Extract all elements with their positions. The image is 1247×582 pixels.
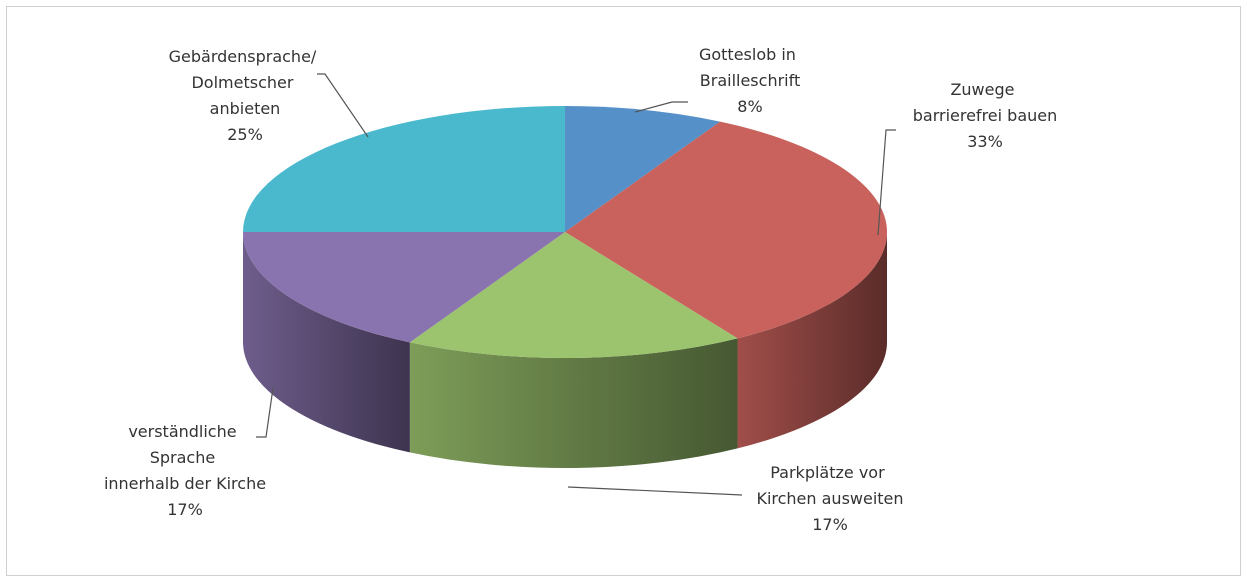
value-label: 25% [227,125,263,144]
value-label: 33% [967,132,1003,151]
pie-side [409,338,738,468]
label-line: verständliche [128,422,241,441]
pie-side [737,232,887,449]
pie-slice [409,232,738,358]
slice-label: verständliche Sprache innerhalb der Kirc… [104,422,266,493]
label-line: anbieten [210,99,281,118]
slice-label: Gotteslob in Brailleschrift [699,45,801,90]
value-label: 8% [737,97,762,116]
pie-slice [565,106,721,232]
pie-slice [565,121,888,339]
pie-slice [243,106,565,232]
label-line: Sprache [150,448,221,467]
label-line: innerhalb der Kirche [104,474,266,493]
label-line: Parkplätze vor [770,463,890,482]
pie-slice [243,232,565,343]
leader-line [317,73,369,138]
value-label: 17% [812,515,848,534]
value-label: 17% [167,500,203,519]
label-line: Dolmetscher [191,73,298,92]
pie-side [243,232,410,453]
leader-line [256,387,274,438]
label-line: Gebärdensprache/ [169,47,322,66]
label-line: Gotteslob in [699,45,801,64]
leader-line [634,101,688,113]
label-line: Brailleschrift [700,71,800,90]
slice-label: Parkplätze vor Kirchen ausweiten [756,463,903,508]
slice-label: Zuwege barrierefrei bauen [913,80,1058,125]
leader-line [877,129,896,236]
leader-line [567,486,743,496]
label-line: Zuwege [950,80,1019,99]
label-line: Kirchen ausweiten [756,489,903,508]
slice-label: Gebärdensprache/ Dolmetscher anbieten [169,47,322,118]
label-line: barrierefrei bauen [913,106,1058,125]
